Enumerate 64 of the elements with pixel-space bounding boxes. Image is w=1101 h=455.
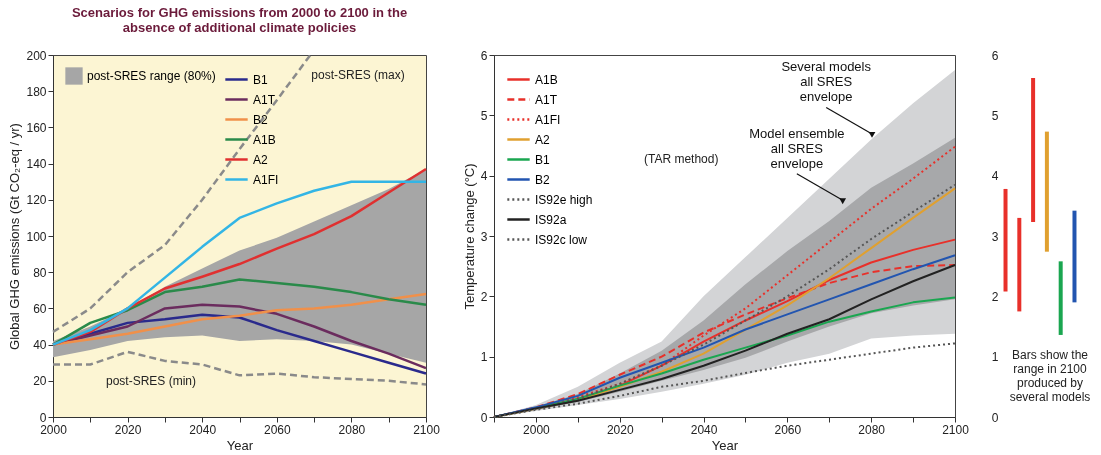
chart-title: Scenarios for GHG emissions from 2000 to 2100 in the absence of additional climate policies	[71, 5, 408, 35]
y-tick-label: 6	[480, 48, 488, 63]
legend-label: A1FI	[535, 112, 561, 127]
legend-label: IS92c low	[535, 232, 588, 247]
legend-label: A1T	[535, 92, 558, 107]
x-axis-title: Year	[226, 437, 254, 453]
y-tick-label: 2	[991, 289, 999, 304]
y-tick-label: 0	[480, 410, 488, 425]
annotation: Model ensemble all SRES envelope	[749, 125, 845, 171]
y-tick-label: 100	[26, 229, 47, 244]
x-axis-title: Year	[711, 437, 739, 453]
y-tick-label: 3	[991, 229, 999, 244]
legend-label: A1B	[253, 132, 276, 147]
legend-label: A1FI	[253, 172, 279, 187]
y-axis-title: Global GHG emissions (Gt CO₂-eq / yr)	[7, 123, 23, 350]
y-tick-label: 160	[26, 120, 47, 135]
y-tick-label: 0	[39, 410, 47, 425]
y-tick-label: 20	[33, 374, 47, 389]
legend-label: B2	[535, 172, 550, 187]
x-tick-label: 2080	[338, 422, 366, 437]
y-tick-label: 5	[991, 108, 999, 123]
x-tick-label: 2000	[40, 422, 68, 437]
y-tick-label: 0	[991, 410, 999, 425]
legend-label: B1	[253, 72, 268, 87]
y-tick-label: 2	[480, 289, 488, 304]
legend-label: A1B	[535, 72, 558, 87]
y-tick-label: 3	[480, 229, 488, 244]
y-tick-label: 180	[26, 84, 47, 99]
legend-label: IS92a	[535, 212, 567, 227]
x-tick-label: 2040	[690, 422, 718, 437]
x-tick-label: 2020	[114, 422, 142, 437]
legend-label: B1	[535, 152, 550, 167]
x-tick-label: 2040	[189, 422, 217, 437]
annotation: post-SRES (max)	[311, 68, 405, 82]
x-tick-label: 2100	[413, 422, 441, 437]
legend-label: A2	[253, 152, 268, 167]
legend-label: post-SRES range (80%)	[87, 69, 216, 83]
legend-label: IS92e high	[535, 192, 593, 207]
y-tick-label: 60	[33, 301, 47, 316]
y-tick-label: 200	[26, 48, 47, 63]
y-axis-title: Temperature change (°C)	[461, 163, 477, 310]
annotation: Several models all SRES envelope	[781, 59, 872, 105]
y-tick-label: 120	[26, 193, 47, 208]
annotation: (TAR method)	[644, 152, 719, 166]
legend-label: A2	[535, 132, 550, 147]
y-tick-label: 6	[991, 48, 999, 63]
y-tick-label: 40	[33, 338, 47, 353]
x-tick-label: 2100	[942, 422, 970, 437]
x-tick-label: 2060	[774, 422, 802, 437]
y-tick-label: 4	[991, 169, 999, 184]
x-tick-label: 2060	[263, 422, 291, 437]
y-tick-label: 140	[26, 157, 47, 172]
legend-label: B2	[253, 112, 268, 127]
y-tick-label: 80	[33, 265, 47, 280]
y-tick-label: 4	[480, 169, 488, 184]
annotation: post-SRES (min)	[105, 374, 197, 388]
x-tick-label: 2020	[606, 422, 634, 437]
legend-label: A1T	[253, 92, 276, 107]
annotation: Bars show the range in 2100 produced by several models	[1009, 348, 1091, 404]
x-tick-label: 2080	[858, 422, 886, 437]
y-tick-label: 1	[991, 350, 999, 365]
y-tick-label: 1	[480, 350, 488, 365]
y-tick-label: 5	[480, 108, 488, 123]
x-tick-label: 2000	[523, 422, 551, 437]
